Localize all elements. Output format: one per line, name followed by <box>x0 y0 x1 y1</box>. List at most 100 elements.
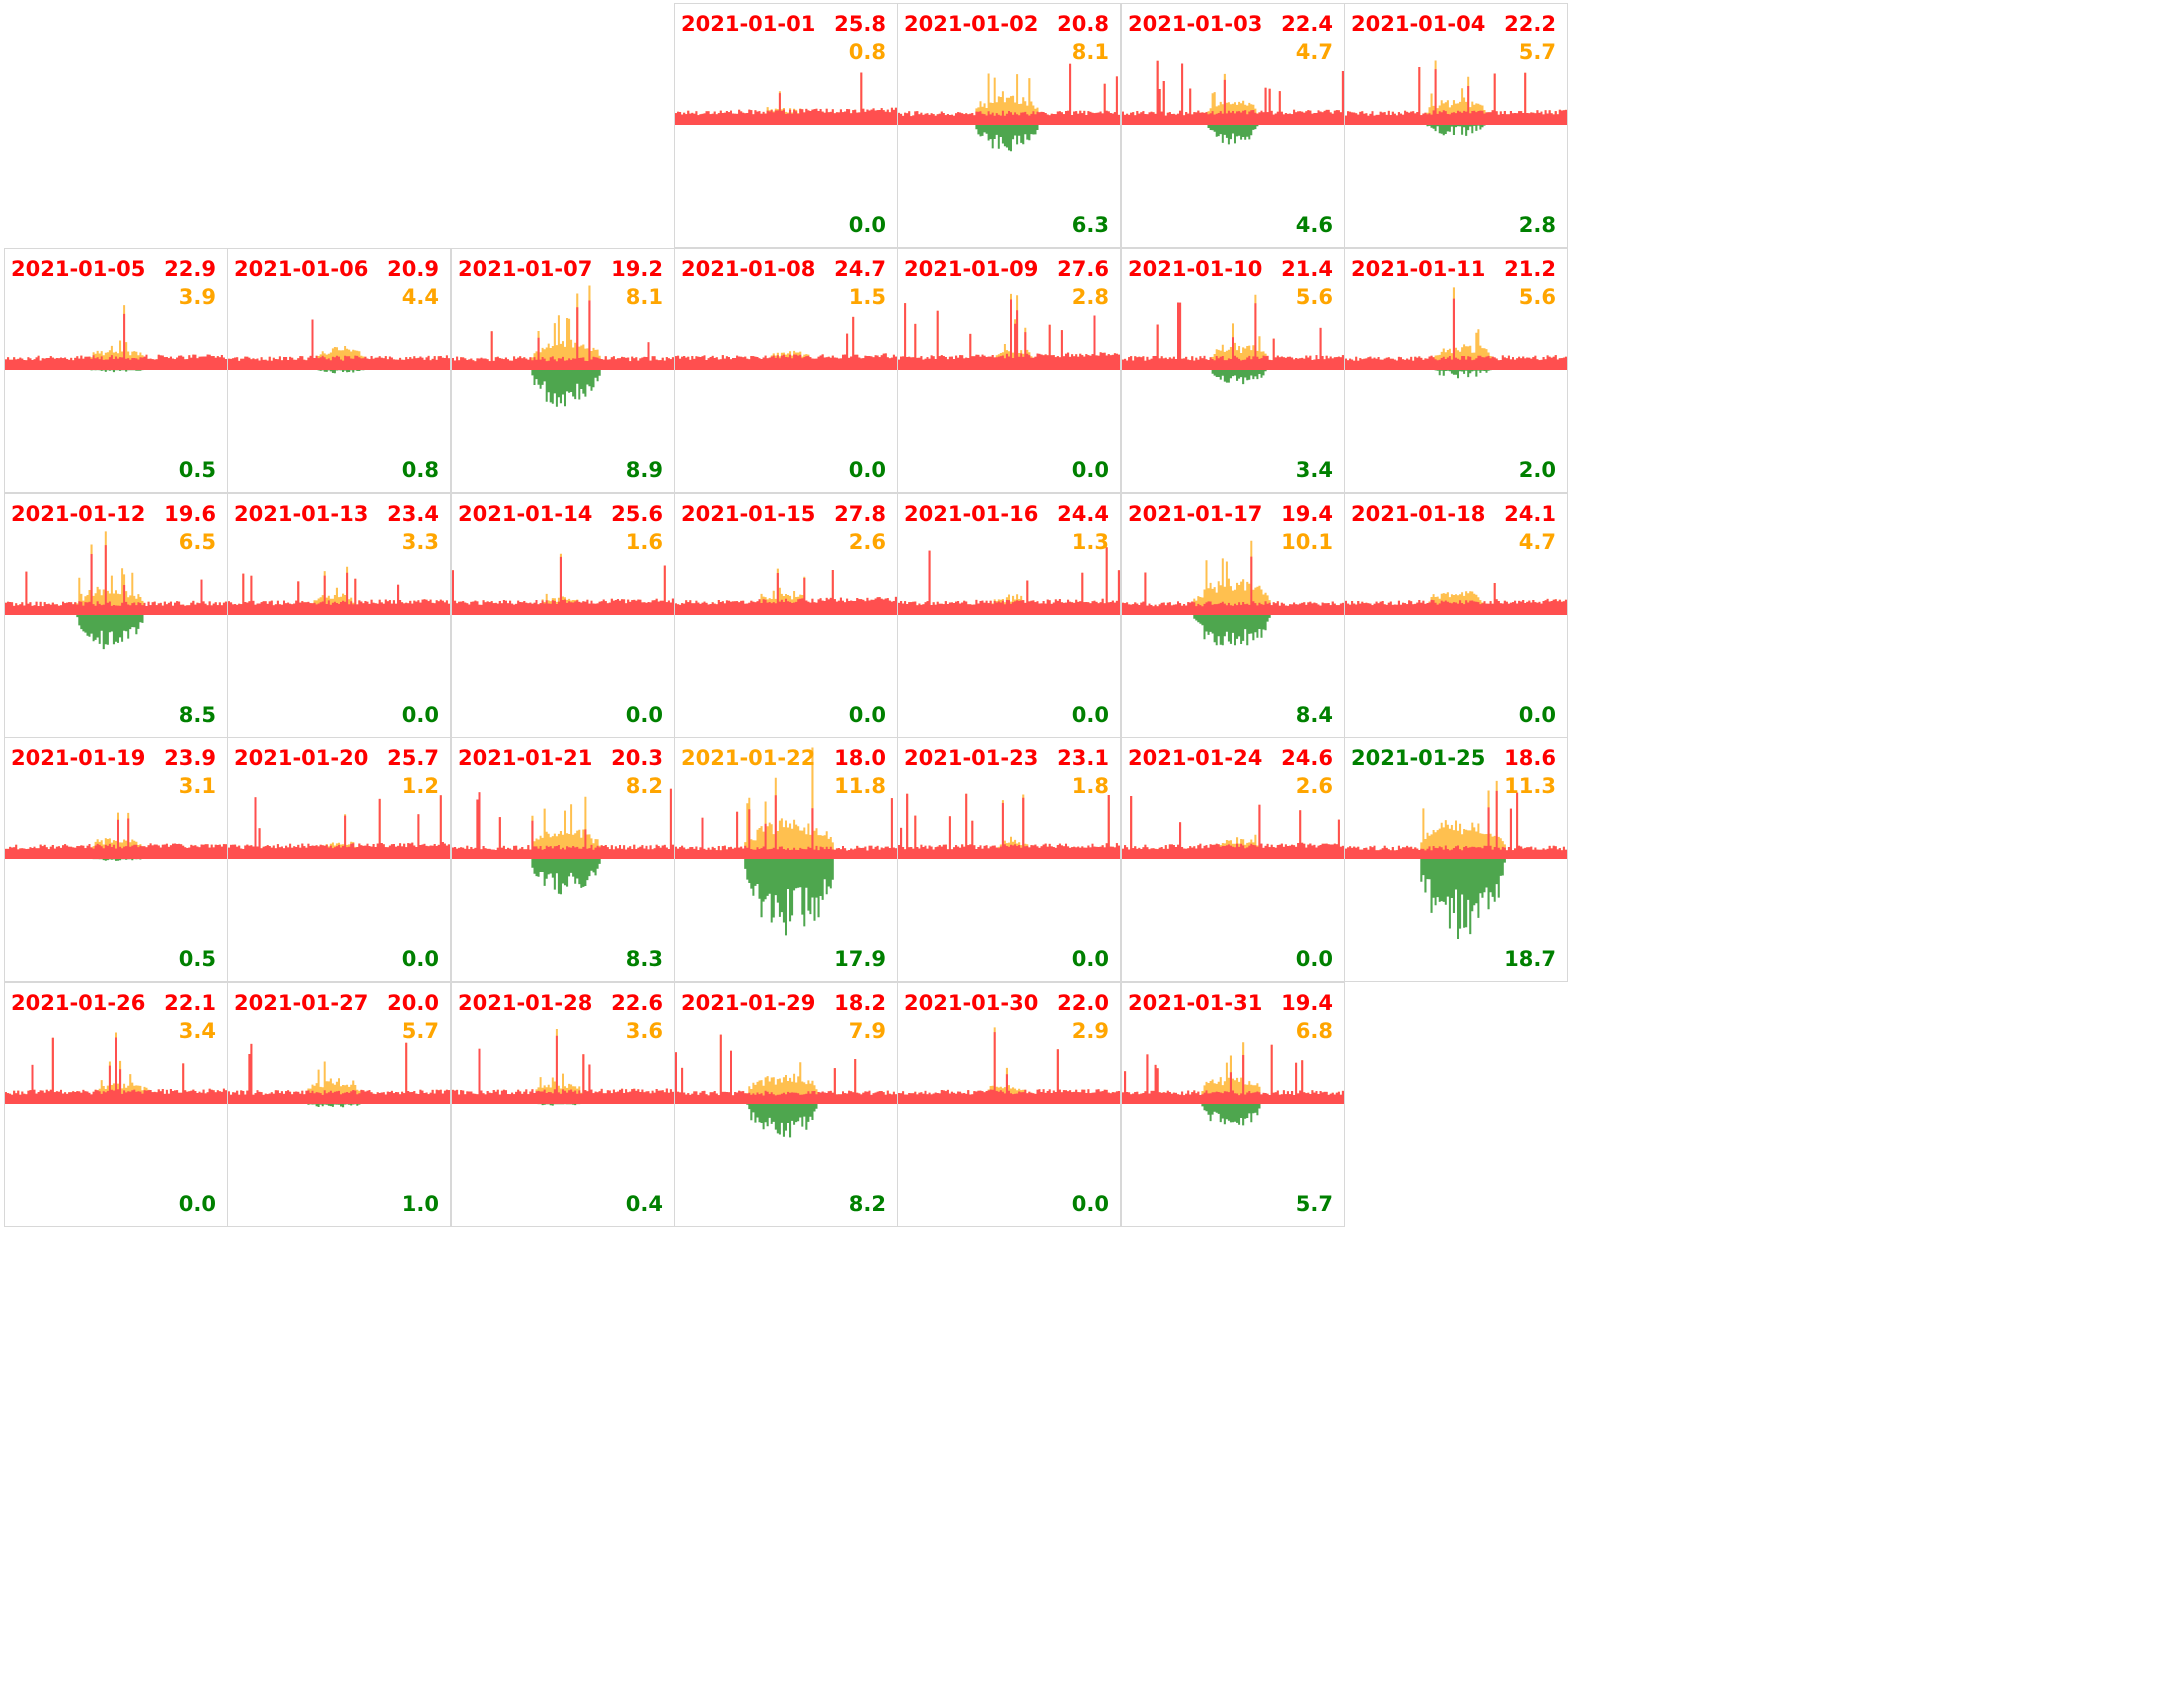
battery-value-label: 0.0 <box>1518 703 1556 727</box>
battery-area <box>1122 1104 1344 1126</box>
day-chart <box>898 547 1120 615</box>
grid-value-label: 20.9 <box>387 257 439 281</box>
grid-area <box>898 793 1120 859</box>
grid-value-label: 21.4 <box>1281 257 1333 281</box>
day-cell: 2021-01-17 19.4 10.1 8.4 <box>1121 493 1345 738</box>
battery-value-label: 6.3 <box>1071 213 1109 237</box>
day-date-label: 2021-01-25 <box>1351 746 1486 770</box>
day-chart <box>1345 60 1567 136</box>
grid-area <box>1345 583 1567 615</box>
grid-area <box>5 545 227 615</box>
day-chart <box>5 531 227 650</box>
day-chart <box>452 553 674 615</box>
grid-area <box>228 572 450 615</box>
grid-area <box>1122 1044 1344 1104</box>
pv-value-label: 1.3 <box>1071 530 1109 554</box>
pv-value-label: 0.8 <box>848 40 886 64</box>
battery-value-label: 0.0 <box>848 458 886 482</box>
day-date-label: 2021-01-13 <box>234 502 369 526</box>
grid-value-label: 18.6 <box>1504 746 1556 770</box>
battery-area <box>228 370 450 374</box>
day-chart <box>675 747 897 936</box>
grid-value-label: 19.2 <box>611 257 663 281</box>
grid-value-label: 19.4 <box>1281 991 1333 1015</box>
grid-area <box>675 795 897 859</box>
day-chart <box>1122 540 1344 646</box>
grid-value-label: 24.7 <box>834 257 886 281</box>
battery-value-label: 0.0 <box>1295 947 1333 971</box>
pv-value-label: 1.8 <box>1071 774 1109 798</box>
day-date-label: 2021-01-21 <box>458 746 593 770</box>
battery-value-label: 18.7 <box>1504 947 1556 971</box>
grid-area <box>1345 790 1567 859</box>
battery-value-label: 0.4 <box>625 1192 663 1216</box>
grid-value-label: 20.8 <box>1057 12 1109 36</box>
grid-value-label: 24.1 <box>1504 502 1556 526</box>
battery-value-label: 0.5 <box>178 458 216 482</box>
battery-value-label: 3.4 <box>1295 458 1333 482</box>
grid-area <box>5 818 227 859</box>
grid-value-label: 23.9 <box>164 746 216 770</box>
day-date-label: 2021-01-11 <box>1351 257 1486 281</box>
day-cell: 2021-01-26 22.1 3.4 0.0 <box>4 982 228 1227</box>
day-chart <box>1345 583 1567 615</box>
battery-value-label: 8.5 <box>178 703 216 727</box>
battery-area <box>1345 859 1567 939</box>
day-date-label: 2021-01-26 <box>11 991 146 1015</box>
grid-value-label: 20.3 <box>611 746 663 770</box>
day-chart <box>228 319 450 374</box>
battery-value-label: 8.2 <box>848 1192 886 1216</box>
pv-value-label: 3.9 <box>178 285 216 309</box>
day-cell: 2021-01-21 20.3 8.2 8.3 <box>451 737 675 982</box>
grid-area <box>1122 60 1344 125</box>
day-chart <box>898 293 1120 370</box>
day-date-label: 2021-01-24 <box>1128 746 1263 770</box>
day-cell: 2021-01-12 19.6 6.5 8.5 <box>4 493 228 738</box>
grid-area <box>1122 302 1344 370</box>
grid-value-label: 24.4 <box>1057 502 1109 526</box>
grid-area <box>898 299 1120 370</box>
day-date-label: 2021-01-29 <box>681 991 816 1015</box>
battery-value-label: 8.4 <box>1295 703 1333 727</box>
day-chart <box>452 788 674 895</box>
day-chart <box>452 1029 674 1106</box>
day-cell: 2021-01-20 25.7 1.2 0.0 <box>227 737 451 982</box>
day-date-label: 2021-01-22 <box>681 746 816 770</box>
battery-area <box>675 859 897 936</box>
pv-value-label: 11.8 <box>834 774 886 798</box>
grid-value-label: 22.0 <box>1057 991 1109 1015</box>
grid-area <box>1345 67 1567 125</box>
grid-value-label: 19.4 <box>1281 502 1333 526</box>
pv-value-label: 5.7 <box>1518 40 1556 64</box>
day-chart <box>898 63 1120 152</box>
grid-value-label: 23.4 <box>387 502 439 526</box>
day-cell: 2021-01-13 23.4 3.3 0.0 <box>227 493 451 738</box>
day-date-label: 2021-01-12 <box>11 502 146 526</box>
battery-value-label: 0.0 <box>401 703 439 727</box>
grid-area <box>898 547 1120 615</box>
day-chart <box>1122 294 1344 385</box>
day-chart <box>1122 1042 1344 1126</box>
grid-value-label: 22.4 <box>1281 12 1333 36</box>
battery-area <box>5 615 227 650</box>
pv-value-label: 4.7 <box>1518 530 1556 554</box>
battery-value-label: 0.8 <box>401 458 439 482</box>
day-date-label: 2021-01-20 <box>234 746 369 770</box>
battery-value-label: 8.9 <box>625 458 663 482</box>
battery-value-label: 2.0 <box>1518 458 1556 482</box>
battery-value-label: 4.6 <box>1295 213 1333 237</box>
day-date-label: 2021-01-02 <box>904 12 1039 36</box>
battery-area <box>452 1104 674 1106</box>
day-cell: 2021-01-31 19.4 6.8 5.7 <box>1121 982 1345 1227</box>
grid-area <box>228 319 450 370</box>
day-date-label: 2021-01-15 <box>681 502 816 526</box>
day-date-label: 2021-01-08 <box>681 257 816 281</box>
day-cell: 2021-01-23 23.1 1.8 0.0 <box>897 737 1121 982</box>
day-cell: 2021-01-01 25.8 0.8 0.0 <box>674 3 898 248</box>
day-date-label: 2021-01-17 <box>1128 502 1263 526</box>
day-chart <box>1345 780 1567 939</box>
battery-value-label: 0.0 <box>1071 1192 1109 1216</box>
day-cell: 2021-01-03 22.4 4.7 4.6 <box>1121 3 1345 248</box>
day-cell: 2021-01-11 21.2 5.6 2.0 <box>1344 248 1568 493</box>
pv-value-label: 4.4 <box>401 285 439 309</box>
